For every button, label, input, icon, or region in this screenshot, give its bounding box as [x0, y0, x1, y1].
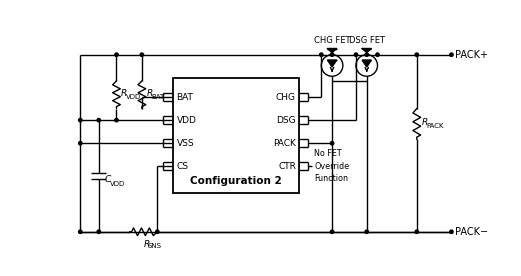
Text: CHG: CHG: [276, 92, 296, 102]
Bar: [172, 78, 299, 193]
Circle shape: [450, 230, 453, 233]
Circle shape: [97, 230, 101, 233]
Text: PACK+: PACK+: [454, 50, 488, 60]
Text: DSG FET: DSG FET: [349, 36, 384, 45]
Circle shape: [79, 230, 82, 233]
Circle shape: [115, 53, 118, 56]
Text: BAT: BAT: [177, 92, 193, 102]
Text: VSS: VSS: [177, 139, 194, 148]
Circle shape: [140, 53, 144, 56]
Polygon shape: [328, 60, 337, 67]
Text: BAT: BAT: [151, 94, 165, 100]
Circle shape: [156, 230, 159, 233]
Circle shape: [330, 142, 334, 145]
Circle shape: [415, 230, 418, 233]
Text: Configuration 2: Configuration 2: [190, 176, 282, 186]
Circle shape: [415, 53, 418, 56]
Text: No FET
Override
Function: No FET Override Function: [314, 149, 350, 183]
Circle shape: [79, 142, 82, 145]
Text: CHG FET: CHG FET: [314, 36, 350, 45]
Circle shape: [319, 53, 323, 56]
Text: PACK: PACK: [426, 123, 443, 129]
Circle shape: [330, 230, 334, 233]
Text: VDD: VDD: [126, 94, 141, 100]
Text: R: R: [121, 89, 127, 98]
Text: CS: CS: [177, 162, 189, 171]
Circle shape: [330, 53, 334, 56]
Text: PACK−: PACK−: [454, 227, 488, 237]
Text: DSG: DSG: [276, 116, 296, 125]
Text: CTR: CTR: [278, 162, 296, 171]
Circle shape: [97, 118, 101, 122]
Text: VDD: VDD: [177, 116, 196, 125]
Circle shape: [450, 53, 453, 56]
Circle shape: [376, 53, 379, 56]
Polygon shape: [328, 49, 337, 52]
Circle shape: [79, 118, 82, 122]
Text: R: R: [421, 118, 428, 127]
Circle shape: [115, 118, 118, 122]
Circle shape: [365, 53, 368, 56]
Text: SNS: SNS: [147, 243, 162, 249]
Polygon shape: [362, 60, 371, 67]
Circle shape: [365, 230, 368, 233]
Text: C: C: [105, 175, 111, 184]
Circle shape: [354, 53, 357, 56]
Text: R: R: [143, 240, 150, 249]
Text: PACK: PACK: [273, 139, 296, 148]
Text: VDD: VDD: [109, 181, 125, 187]
Text: R: R: [146, 89, 153, 98]
Polygon shape: [362, 49, 371, 52]
